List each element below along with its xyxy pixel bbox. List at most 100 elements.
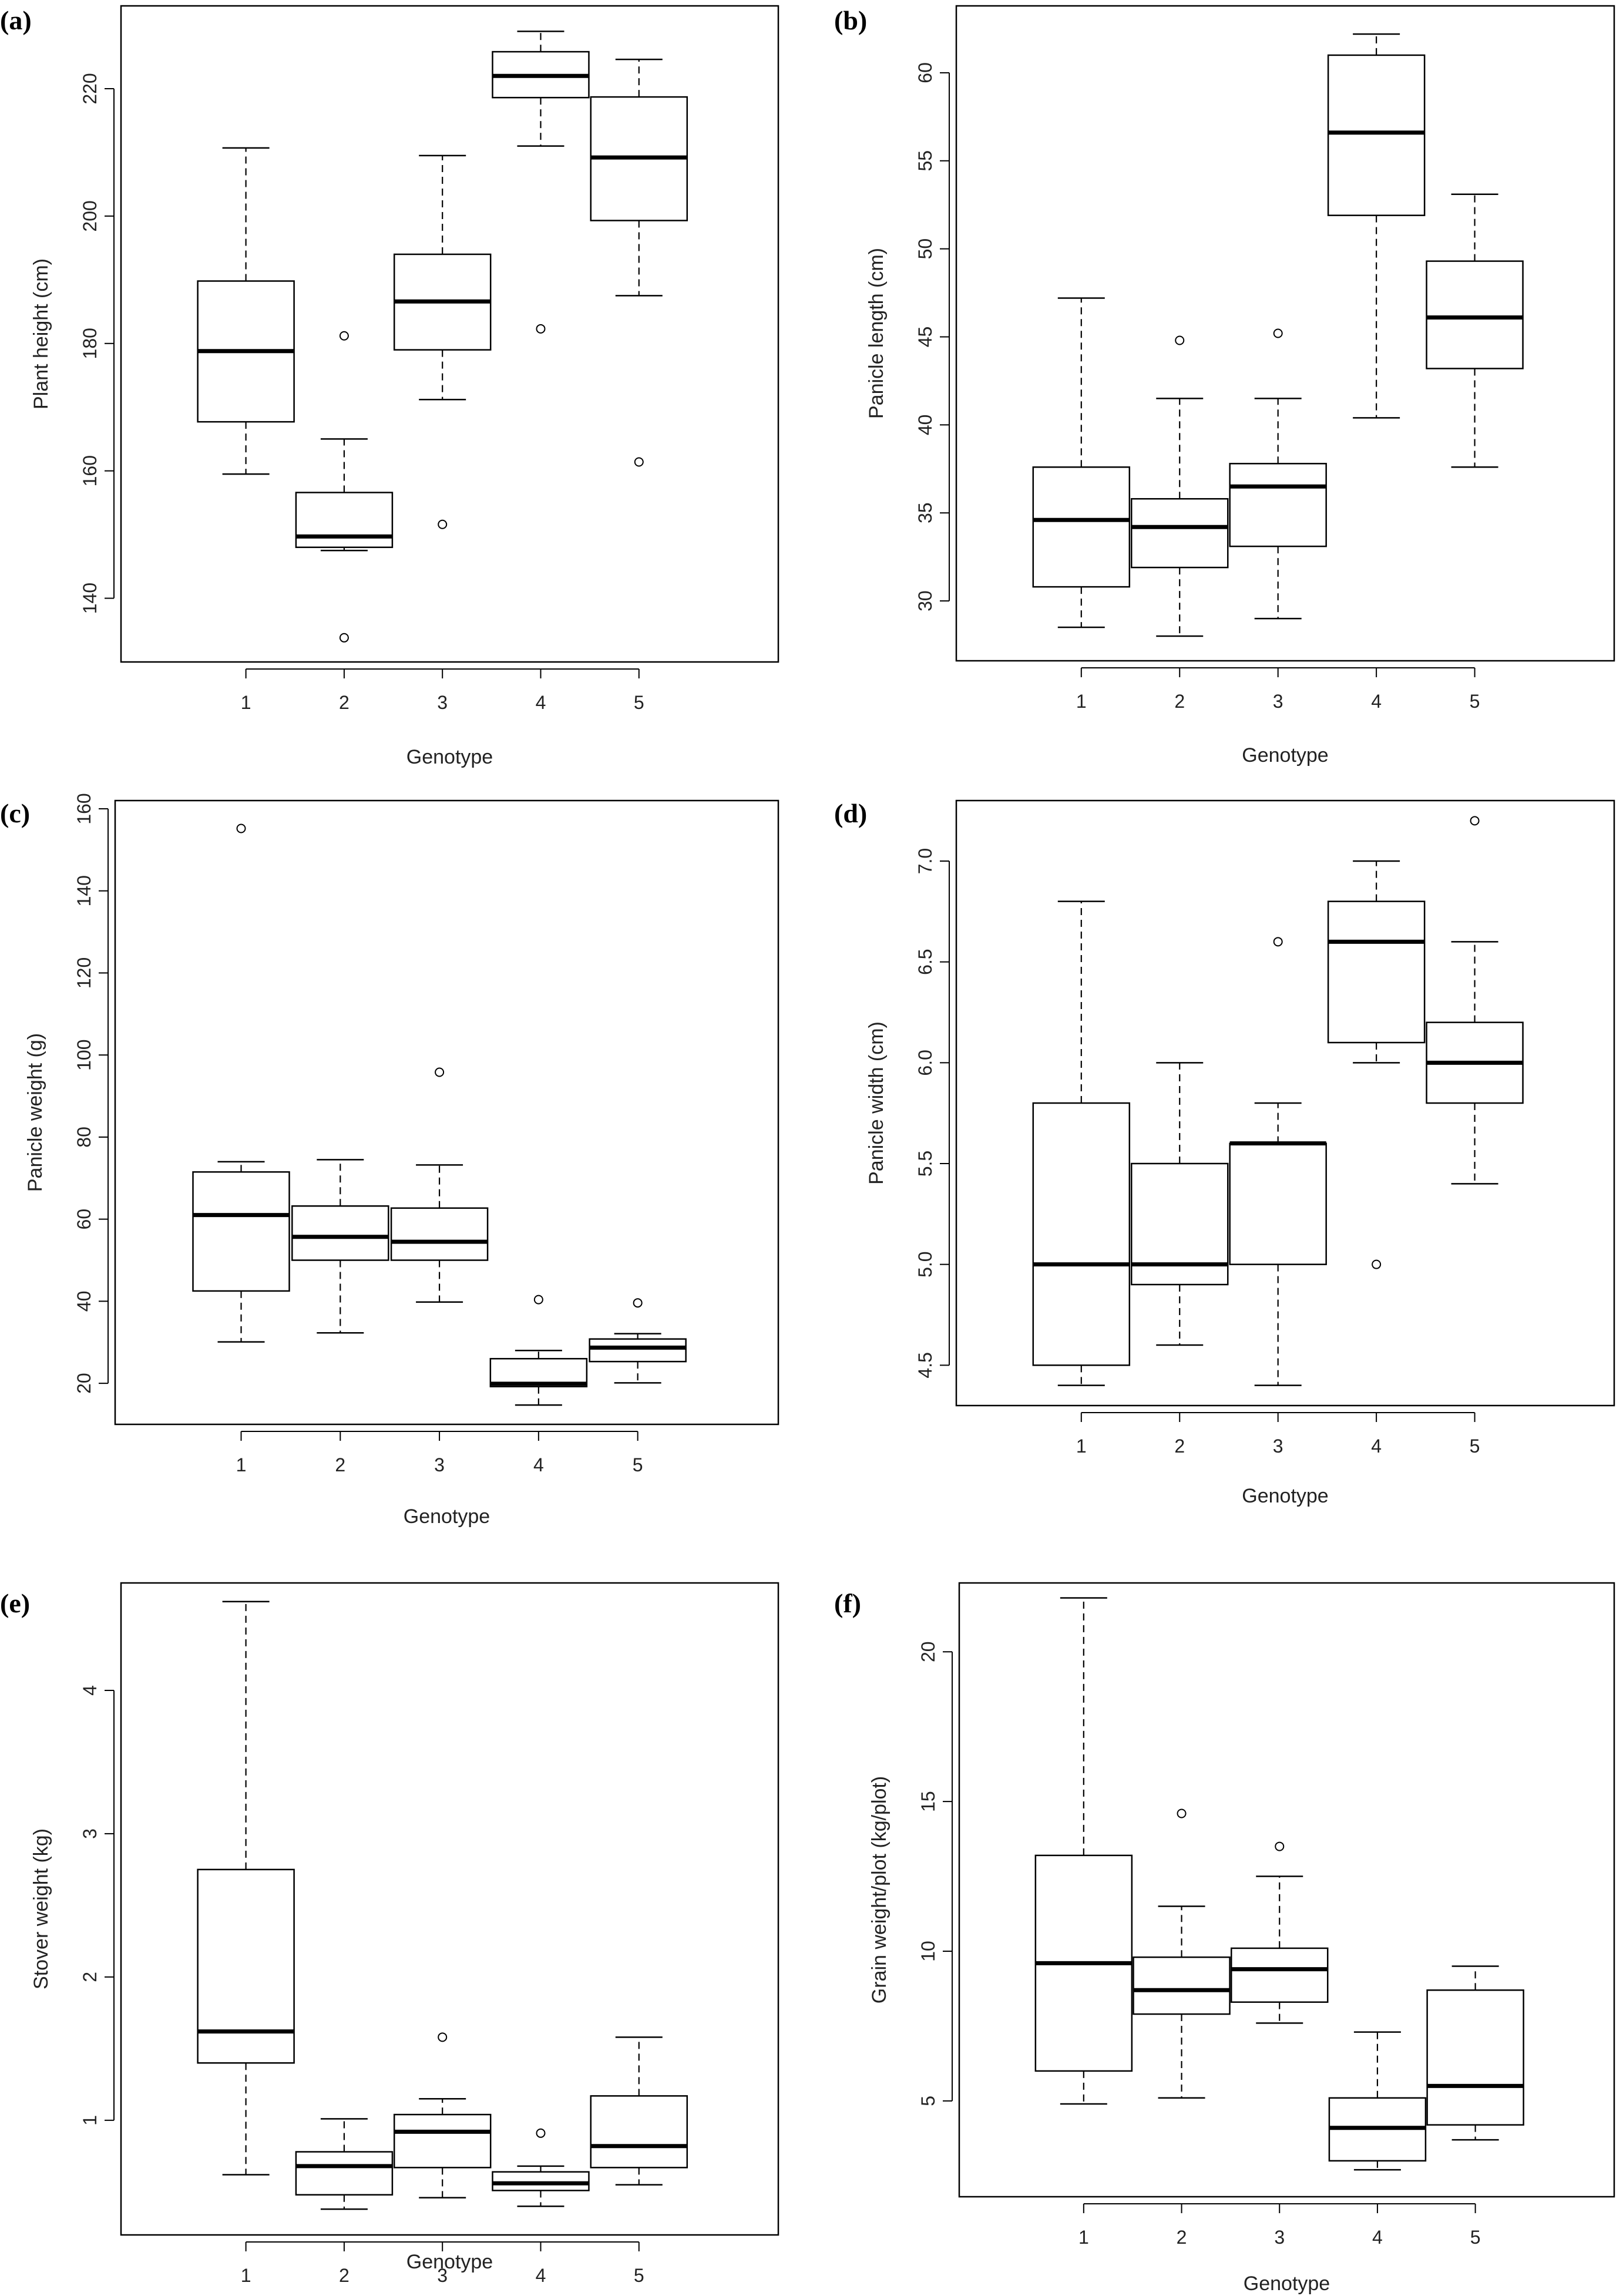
iqr-box (1327, 54, 1426, 216)
iqr-box (390, 1207, 489, 1261)
iqr-box (393, 2113, 492, 2169)
x-tick-label: 4 (1371, 691, 1382, 712)
x-tick-label: 2 (339, 2265, 350, 2286)
x-tick-label: 5 (1470, 691, 1480, 712)
y-tick-label: 2 (79, 1972, 100, 1982)
iqr-box (590, 2095, 688, 2169)
chart-panel-6: (f) 5 10 15 20 1 2 3 4 5 Genotype Grain weight/plot… (834, 1582, 1615, 2295)
y-tick-label: 55 (915, 150, 936, 172)
iqr-box (1133, 1956, 1231, 2015)
iqr-box (1426, 260, 1524, 369)
outlier-point (536, 324, 546, 334)
y-tick-label: 50 (915, 238, 936, 260)
y-axis-title: Panicle width (cm) (865, 1021, 888, 1185)
box-genotype-1 (1032, 297, 1131, 628)
x-tick-label: 1 (241, 2265, 251, 2286)
y-tick-label: 6.0 (915, 1050, 936, 1075)
outlier-point (435, 1067, 445, 1077)
outlier-point (1273, 328, 1283, 338)
y-tick-label: 220 (79, 73, 100, 104)
x-axis-title: Genotype (404, 1505, 490, 1528)
x-tick-label: 1 (241, 692, 251, 713)
y-axis-title: Grain weight/plot (kg/plot) (868, 1776, 891, 2003)
box-genotype-3 (1229, 937, 1327, 1386)
box-genotype-1 (192, 823, 290, 1343)
iqr-box (295, 492, 394, 549)
iqr-box (1032, 466, 1131, 588)
chart-panel-4: (d) 4.5 5.0 5.5 6.0 6.5 7.0 1 2 3 4 5 Genotype Panicl… (834, 798, 1615, 1507)
box-genotype-2 (1130, 335, 1229, 637)
x-tick-label: 2 (1174, 691, 1185, 712)
y-tick-label: 20 (918, 1641, 939, 1662)
y-tick-label: 140 (73, 875, 95, 906)
iqr-box (1229, 1142, 1327, 1265)
y-tick-label: 80 (73, 1127, 95, 1148)
iqr-box (492, 2171, 590, 2191)
box-genotype-1 (1032, 900, 1131, 1386)
x-tick-label: 5 (633, 1454, 643, 1475)
box-genotype-3 (393, 154, 492, 529)
box-genotype-5 (590, 58, 688, 467)
box-genotype-3 (1230, 1841, 1329, 2024)
box-genotype-2 (295, 2118, 394, 2210)
box-genotype-2 (295, 331, 394, 643)
x-tick-label: 4 (1372, 2227, 1383, 2248)
plot-frame (120, 1582, 779, 2236)
x-tick-label: 3 (1273, 691, 1283, 712)
y-tick-label: 4.5 (915, 1352, 936, 1378)
y-tick-label: 100 (73, 1039, 95, 1070)
box-genotype-4 (1327, 33, 1426, 419)
x-tick-label: 4 (533, 1454, 544, 1475)
plot-frame (955, 799, 1615, 1407)
outlier-point (236, 823, 246, 833)
x-tick-label: 5 (634, 692, 644, 713)
box-genotype-3 (393, 2032, 492, 2198)
box-genotype-3 (390, 1067, 489, 1303)
outlier-point (1273, 937, 1283, 947)
x-tick-label: 1 (1076, 691, 1087, 712)
plot-frame (955, 5, 1615, 662)
box-genotype-4 (1328, 2031, 1427, 2171)
y-tick-label: 3 (79, 1828, 100, 1839)
x-tick-label: 2 (339, 692, 350, 713)
outlier-point (438, 2032, 448, 2042)
y-tick-label: 40 (915, 415, 936, 436)
y-tick-label: 180 (79, 328, 100, 359)
y-axis-title: Stover weight (kg) (30, 1828, 52, 1989)
x-tick-label: 3 (1274, 2227, 1285, 2248)
x-axis-title: Genotype (1242, 744, 1328, 767)
iqr-box (1327, 900, 1426, 1044)
x-tick-label: 4 (1371, 1436, 1382, 1457)
outlier-point (438, 519, 448, 529)
x-axis-title: Genotype (406, 2251, 493, 2273)
outlier-point (1177, 1808, 1187, 1818)
x-axis-title: Genotype (406, 746, 493, 768)
y-tick-label: 60 (915, 62, 936, 83)
y-tick-label: 140 (79, 583, 100, 614)
chart-panel-1: (a) 140 160 180 200 220 1 2 3 4 5 Genotype Plant hei… (0, 5, 779, 768)
box-genotype-5 (589, 1298, 687, 1384)
outlier-point (633, 1298, 643, 1308)
y-axis-title: Panicle length (cm) (865, 248, 888, 419)
x-tick-label: 2 (1174, 1436, 1185, 1457)
box-genotype-2 (1133, 1808, 1231, 2099)
y-tick-label: 15 (918, 1791, 939, 1812)
x-tick-label: 4 (536, 692, 546, 713)
y-tick-label: 200 (79, 200, 100, 231)
iqr-box (1230, 1947, 1329, 2003)
y-tick-label: 60 (73, 1209, 95, 1230)
box-genotype-5 (590, 2036, 688, 2186)
iqr-box (192, 1171, 290, 1292)
y-tick-label: 120 (73, 957, 95, 989)
box-genotype-2 (1130, 1062, 1229, 1346)
x-tick-label: 5 (634, 2265, 644, 2286)
y-tick-label: 40 (73, 1291, 95, 1312)
x-tick-label: 2 (1177, 2227, 1187, 2248)
y-tick-label: 20 (73, 1373, 95, 1394)
y-tick-label: 30 (915, 590, 936, 611)
x-tick-label: 3 (437, 692, 448, 713)
x-tick-label: 1 (236, 1454, 247, 1475)
outlier-point (1470, 816, 1480, 826)
y-tick-label: 10 (918, 1941, 939, 1962)
plot-frame (120, 5, 779, 663)
